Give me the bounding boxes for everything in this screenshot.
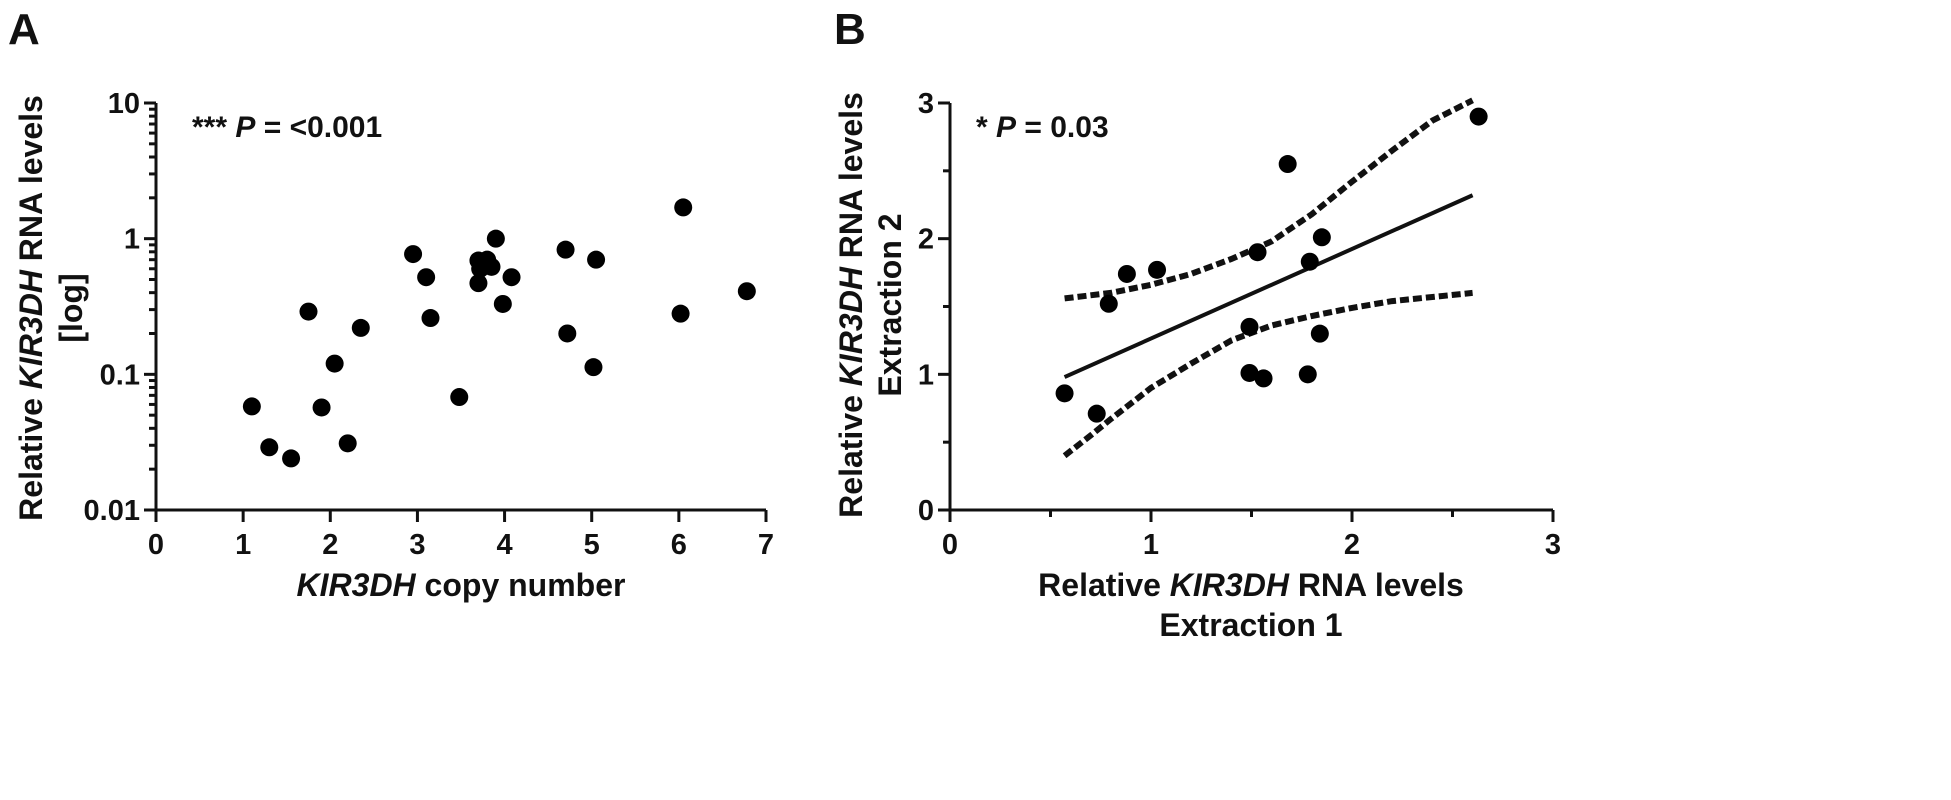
data-point [417, 268, 436, 287]
data-point [351, 318, 370, 337]
panel-b-ylabel-italic: KIR3DH [833, 266, 869, 386]
panel-b: B Relative KIR3DH RNA levels Extraction … [833, 5, 1561, 643]
data-point [1310, 324, 1329, 343]
data-point [671, 304, 690, 323]
panel-b-xlabel-line2: Extraction 1 [1159, 607, 1342, 643]
x-tick-label: 0 [942, 529, 958, 561]
x-tick-label: 3 [409, 529, 425, 561]
data-point [1278, 155, 1297, 174]
data-point [737, 282, 756, 301]
data-point [558, 324, 577, 343]
panel-a-y-ticks: 0.01 0.1 1 10 [84, 88, 156, 527]
panel-a-stars: *** [192, 111, 227, 144]
x-tick-label: 1 [1143, 529, 1159, 561]
x-tick-label: 6 [671, 529, 687, 561]
data-point [502, 268, 521, 287]
data-point [556, 240, 575, 259]
panel-a-xlabel: KIR3DH copy number [297, 567, 626, 603]
panel-a-p-symbol: P [235, 111, 256, 144]
panel-b-ylabel-line1: Relative KIR3DH RNA levels [833, 92, 869, 518]
panel-a-ylabel-pre: Relative [13, 389, 49, 521]
y-tick-label: 1 [918, 359, 934, 391]
data-point [1148, 260, 1167, 279]
panel-a-x-ticks: 0 1 2 3 4 5 6 7 [148, 510, 774, 561]
y-tick-label: 1 [124, 224, 140, 256]
data-point [242, 397, 261, 416]
panel-a-label: A [8, 5, 40, 54]
panel-a-p-annotation: *** P = <0.001 [192, 111, 382, 144]
data-point [404, 245, 423, 264]
data-point [1248, 243, 1267, 262]
x-tick-label: 5 [584, 529, 600, 561]
panel-a-ylabel-italic: KIR3DH [13, 269, 49, 389]
panel-b-ylabel-line2: Extraction 2 [872, 213, 908, 396]
data-point [338, 434, 357, 453]
data-point [1469, 107, 1488, 126]
data-point [493, 294, 512, 313]
panel-b-xlabel-pre: Relative [1038, 567, 1170, 603]
y-tick-label: 0.01 [84, 495, 140, 527]
data-point [260, 438, 279, 457]
data-point [450, 388, 469, 407]
x-tick-label: 2 [1344, 529, 1360, 561]
panel-a-ylabel-line2: [log] [53, 273, 89, 342]
data-point [1055, 384, 1074, 403]
panel-a-xlabel-italic: KIR3DH [297, 567, 417, 603]
panel-b-points [1055, 107, 1488, 423]
data-point [1087, 404, 1106, 423]
panel-a-p-value: = <0.001 [255, 111, 382, 144]
panel-a-ylabel-line1: Relative KIR3DH RNA levels [13, 95, 49, 521]
panel-b-x-ticks: 0 1 2 3 [942, 510, 1561, 561]
y-tick-label: 0.1 [100, 359, 140, 391]
y-tick-label: 10 [108, 88, 140, 120]
data-point [482, 257, 501, 276]
x-tick-label: 1 [235, 529, 251, 561]
data-point [299, 302, 318, 321]
y-tick-label: 3 [918, 88, 934, 120]
data-point [1240, 317, 1259, 336]
data-point [486, 229, 505, 248]
data-point [282, 449, 301, 468]
data-point [587, 250, 606, 269]
data-point [325, 354, 344, 373]
y-tick-label: 0 [918, 495, 934, 527]
panel-b-xlabel-post: RNA levels [1289, 567, 1464, 603]
panel-b-p-annotation: * P = 0.03 [976, 111, 1109, 144]
data-point [1254, 369, 1273, 388]
ci-upper-curve [1064, 97, 1474, 302]
panel-b-y-ticks: 0 1 2 3 [918, 88, 950, 527]
x-tick-label: 4 [497, 529, 513, 561]
panel-b-xlabel-line1: Relative KIR3DH RNA levels [1038, 567, 1464, 603]
panel-b-p-value: = 0.03 [1016, 111, 1109, 144]
x-tick-label: 3 [1545, 529, 1561, 561]
panel-b-stars: * [976, 111, 988, 144]
data-point [1117, 264, 1136, 283]
data-point [1298, 365, 1317, 384]
data-point [312, 398, 331, 417]
data-point [584, 358, 603, 377]
regression-line [1063, 193, 1474, 379]
data-point [1312, 228, 1331, 247]
data-point [1240, 363, 1259, 382]
panel-a-xlabel-rest: copy number [416, 567, 626, 603]
x-tick-label: 2 [322, 529, 338, 561]
panel-b-ylabel-post: RNA levels [833, 92, 869, 267]
panel-b-p-symbol: P [996, 111, 1017, 144]
data-point [421, 309, 440, 328]
panel-b-label: B [834, 5, 866, 54]
x-tick-label: 0 [148, 529, 164, 561]
data-point [469, 274, 488, 293]
x-tick-label: 7 [758, 529, 774, 561]
panel-a-points [242, 198, 756, 468]
panel-b-xlabel-italic: KIR3DH [1170, 567, 1290, 603]
data-point [1300, 252, 1319, 271]
data-point [1099, 294, 1118, 313]
panel-a-ylabel-post: RNA levels [13, 95, 49, 270]
panel-b-ylabel-pre: Relative [833, 386, 869, 518]
y-tick-label: 2 [918, 224, 934, 256]
panel-a: A Relative KIR3DH RNA levels [log] 0.010… [8, 5, 774, 603]
data-point [674, 198, 693, 217]
